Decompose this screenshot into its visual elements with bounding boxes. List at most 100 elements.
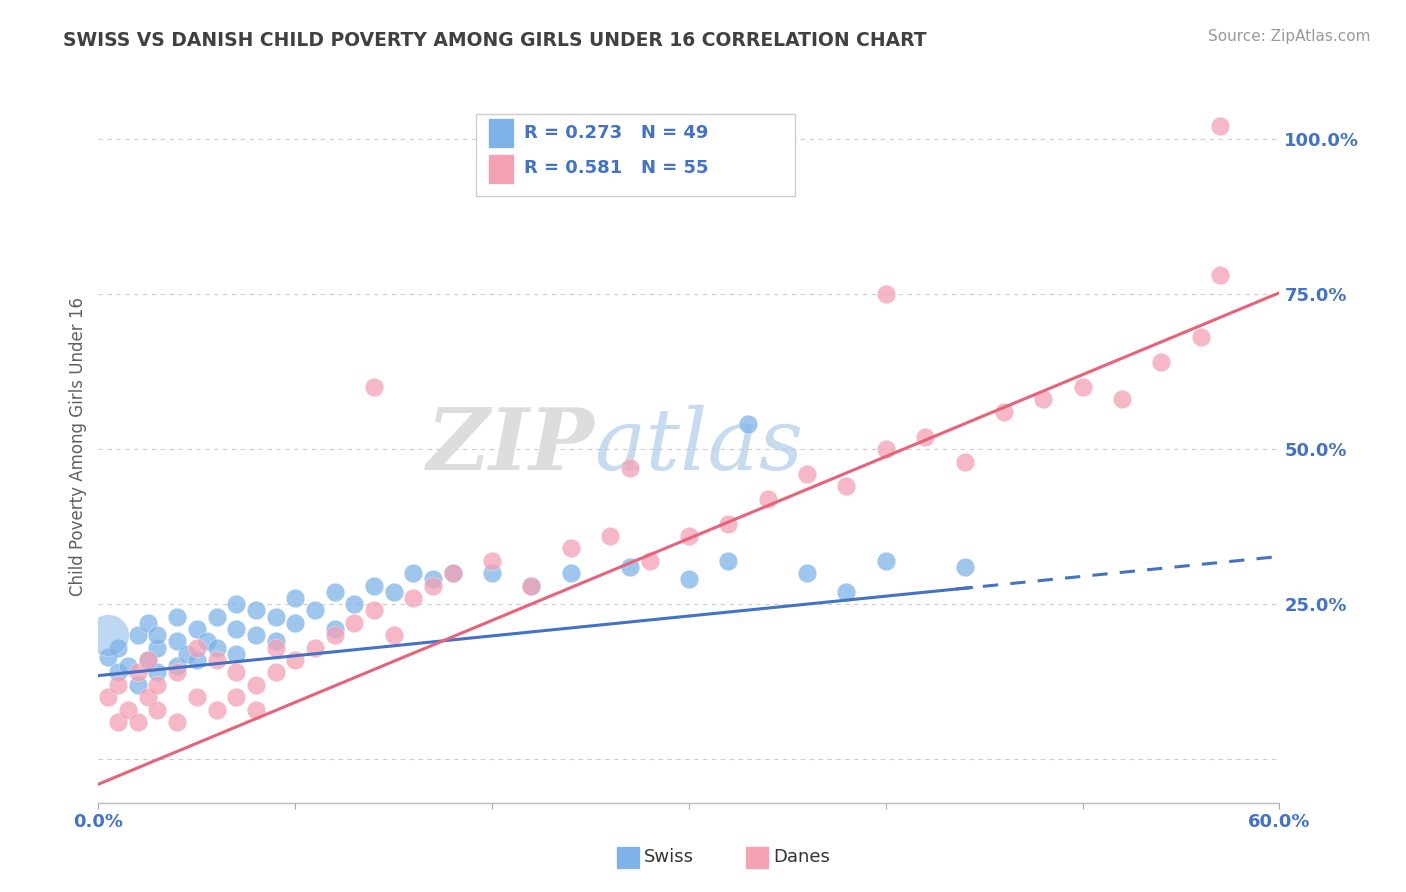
Point	[481, 554, 503, 568]
Point	[117, 659, 139, 673]
Point	[1209, 268, 1232, 283]
Point	[284, 591, 307, 605]
Point	[186, 622, 208, 636]
Point	[323, 622, 346, 636]
Point	[127, 715, 149, 730]
Point	[619, 460, 641, 475]
Point	[176, 647, 198, 661]
Text: R = 0.273   N = 49: R = 0.273 N = 49	[523, 124, 709, 142]
Point	[737, 417, 759, 432]
Point	[796, 467, 818, 481]
Point	[1209, 120, 1232, 134]
Point	[107, 640, 129, 655]
Point	[186, 690, 208, 705]
Point	[796, 566, 818, 581]
Point	[441, 566, 464, 581]
Point	[205, 609, 228, 624]
Point	[264, 640, 287, 655]
Point	[264, 634, 287, 648]
Point	[1111, 392, 1133, 407]
Point	[304, 640, 326, 655]
Point	[619, 560, 641, 574]
Point	[382, 584, 405, 599]
Point	[225, 622, 247, 636]
Point	[195, 634, 218, 648]
Point	[638, 554, 661, 568]
Point	[127, 628, 149, 642]
Point	[914, 430, 936, 444]
Point	[953, 454, 976, 468]
Point	[1189, 330, 1212, 344]
Point	[678, 529, 700, 543]
Point	[717, 554, 740, 568]
Point	[264, 665, 287, 680]
Point	[875, 554, 897, 568]
Point	[166, 609, 188, 624]
Bar	[488, 154, 515, 184]
Point	[146, 678, 169, 692]
Point	[441, 566, 464, 581]
Point	[363, 603, 385, 617]
Point	[107, 678, 129, 692]
Point	[835, 479, 858, 493]
Point	[1150, 355, 1173, 369]
Point	[323, 584, 346, 599]
Text: SWISS VS DANISH CHILD POVERTY AMONG GIRLS UNDER 16 CORRELATION CHART: SWISS VS DANISH CHILD POVERTY AMONG GIRL…	[63, 31, 927, 50]
Point	[166, 659, 188, 673]
Point	[343, 615, 366, 630]
Point	[166, 715, 188, 730]
Point	[146, 628, 169, 642]
Point	[205, 640, 228, 655]
Point	[225, 665, 247, 680]
Point	[520, 579, 543, 593]
Point	[205, 653, 228, 667]
Point	[136, 653, 159, 667]
Point	[166, 634, 188, 648]
Point	[343, 597, 366, 611]
Point	[520, 579, 543, 593]
Point	[107, 665, 129, 680]
Bar	[488, 119, 515, 148]
Point	[304, 603, 326, 617]
Point	[136, 690, 159, 705]
Point	[107, 715, 129, 730]
Point	[599, 529, 621, 543]
Point	[166, 665, 188, 680]
Point	[117, 703, 139, 717]
Point	[225, 647, 247, 661]
Point	[284, 653, 307, 667]
Point	[1071, 380, 1094, 394]
Point	[323, 628, 346, 642]
Point	[363, 579, 385, 593]
Text: atlas: atlas	[595, 405, 804, 487]
Point	[146, 665, 169, 680]
FancyBboxPatch shape	[477, 114, 796, 196]
Y-axis label: Child Poverty Among Girls Under 16: Child Poverty Among Girls Under 16	[69, 296, 87, 596]
Point	[402, 566, 425, 581]
Point	[875, 287, 897, 301]
Text: Danes: Danes	[773, 848, 830, 866]
Point	[382, 628, 405, 642]
Point	[402, 591, 425, 605]
Point	[560, 541, 582, 556]
Point	[717, 516, 740, 531]
Point	[953, 560, 976, 574]
Point	[136, 653, 159, 667]
Point	[146, 703, 169, 717]
Point	[422, 573, 444, 587]
Point	[205, 703, 228, 717]
Point	[422, 579, 444, 593]
Point	[678, 573, 700, 587]
Point	[97, 628, 120, 642]
Point	[225, 597, 247, 611]
Point	[127, 665, 149, 680]
Point	[875, 442, 897, 456]
Point	[245, 603, 267, 617]
Point	[97, 690, 120, 705]
Point	[993, 405, 1015, 419]
Point	[756, 491, 779, 506]
Point	[245, 678, 267, 692]
Text: Source: ZipAtlas.com: Source: ZipAtlas.com	[1208, 29, 1371, 44]
Point	[264, 609, 287, 624]
Point	[127, 678, 149, 692]
